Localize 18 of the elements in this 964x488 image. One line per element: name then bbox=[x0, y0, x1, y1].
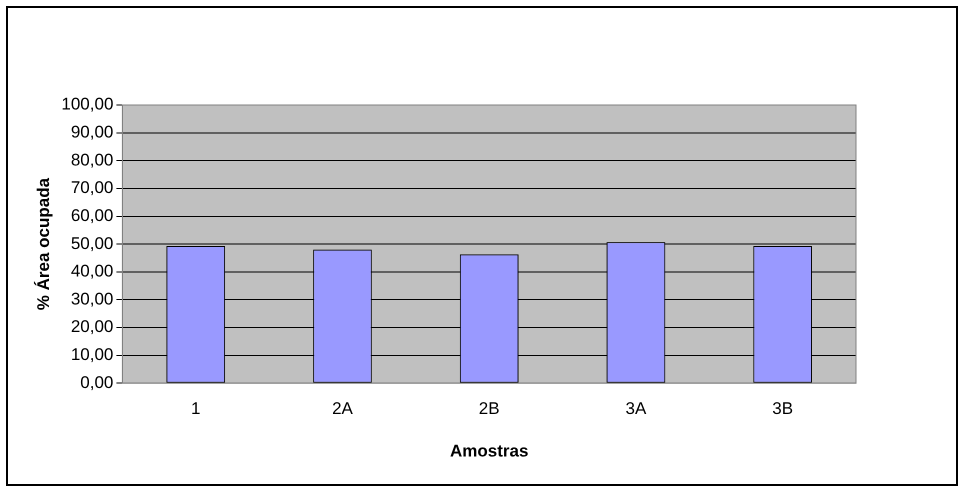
y-tick-label: 40,00 bbox=[70, 262, 114, 281]
y-axis-title: % Área ocupada bbox=[32, 177, 53, 310]
y-tick-label: 60,00 bbox=[70, 206, 114, 225]
x-tick-label: 2A bbox=[332, 399, 354, 418]
y-tick-label: 90,00 bbox=[70, 122, 114, 142]
y-tick-label: 70,00 bbox=[70, 178, 114, 198]
x-axis-title: Amostras bbox=[450, 441, 528, 460]
y-tick-label: 100,00 bbox=[61, 94, 114, 114]
x-tick-label: 1 bbox=[191, 399, 200, 418]
y-tick-label: 10,00 bbox=[70, 345, 114, 364]
y-tick-label: 20,00 bbox=[70, 317, 114, 336]
y-tick-label: 50,00 bbox=[70, 234, 114, 253]
x-tick-label: 3A bbox=[626, 399, 647, 418]
y-tick-label: 30,00 bbox=[70, 289, 114, 308]
x-tick-label: 3B bbox=[772, 399, 794, 418]
y-tick-label: 0,00 bbox=[80, 372, 114, 392]
x-tick-label: 2B bbox=[478, 399, 500, 418]
y-tick-label: 80,00 bbox=[70, 150, 114, 170]
